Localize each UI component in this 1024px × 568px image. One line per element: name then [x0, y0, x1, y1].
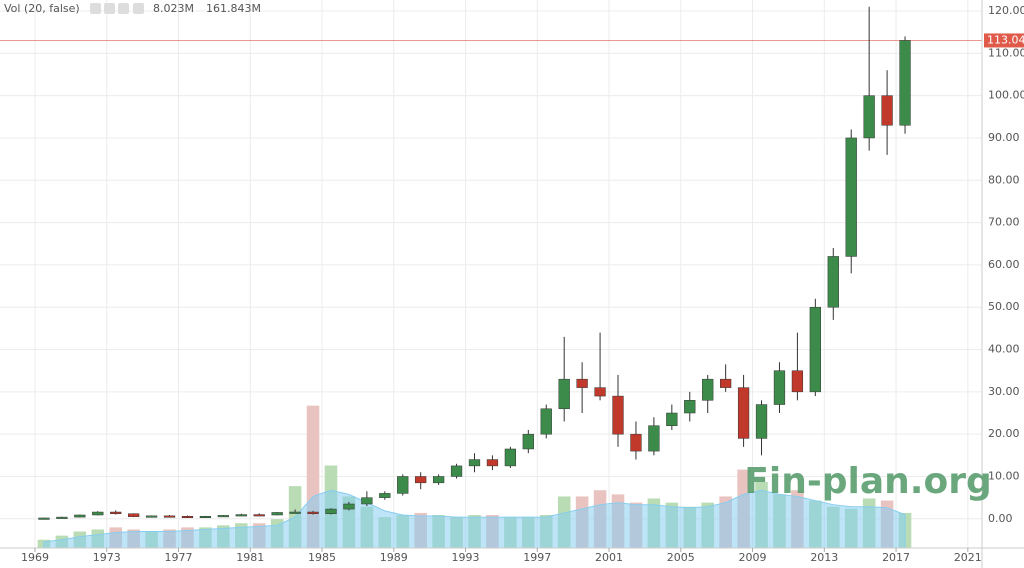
candle-body: [881, 95, 893, 126]
x-tick-label: 1973: [93, 551, 121, 564]
candle-body: [666, 412, 678, 426]
candle-body: [899, 40, 911, 126]
price-pane: [0, 6, 982, 520]
candle-body: [630, 433, 642, 452]
y-tick-label: 70.00: [988, 216, 1020, 229]
candle-body: [755, 404, 768, 439]
y-tick-label: 40.00: [988, 343, 1020, 356]
remove-button[interactable]: [133, 3, 144, 14]
x-tick-label: 2001: [595, 551, 623, 564]
candle-body: [468, 459, 481, 467]
volume-pane: [37, 405, 912, 549]
y-tick-label: 80.00: [988, 173, 1020, 186]
x-tick-label: 1969: [21, 551, 49, 564]
candle-body: [397, 476, 409, 494]
x-tick-label: 1981: [236, 551, 264, 564]
candle-body: [145, 515, 158, 518]
last-price-box: [984, 33, 1024, 48]
x-tick-label: 1993: [452, 551, 480, 564]
y-tick-label: 100.00: [988, 89, 1024, 102]
x-tick-label: 2013: [810, 551, 838, 564]
watermark: Fin-plan.org: [744, 461, 991, 502]
candle-body: [253, 514, 265, 517]
y-tick-label: 0.00: [988, 512, 1013, 525]
y-tick-label: 90.00: [988, 131, 1020, 144]
volume-ma-area: [43, 489, 906, 549]
candle-body: [845, 137, 857, 257]
candle-body: [684, 400, 696, 414]
grid: [0, 0, 982, 548]
candle-body: [271, 512, 283, 516]
x-tick-label: 2021: [954, 551, 982, 564]
y-tick-label: 20.00: [988, 427, 1020, 440]
hide-button[interactable]: [90, 3, 101, 14]
candle-body: [648, 425, 660, 452]
candle-body: [74, 514, 86, 518]
candle-body: [809, 306, 821, 393]
candle-body: [773, 370, 786, 405]
y-tick-label: 30.00: [988, 385, 1020, 398]
settings-button[interactable]: [104, 3, 115, 14]
candle-body: [612, 395, 624, 435]
volume-value: 8.023M: [153, 2, 194, 15]
candle-body: [827, 256, 839, 308]
candle-body: [558, 378, 570, 410]
volume-indicator-name: Vol (20, false): [4, 2, 80, 15]
candle-body: [181, 516, 194, 519]
volume-ma-value: 161.843M: [206, 2, 261, 15]
y-tick-label: 50.00: [988, 300, 1020, 313]
add-button[interactable]: [118, 3, 129, 14]
candle-body: [379, 493, 391, 498]
candle-body: [863, 95, 875, 139]
candle-body: [289, 511, 301, 514]
x-tick-label: 2009: [739, 551, 767, 564]
x-tick-label: 1997: [523, 551, 551, 564]
candle-body: [720, 378, 732, 388]
candle-body: [432, 476, 445, 484]
y-tick-label: 10.00: [988, 469, 1020, 482]
x-tick-label: 1989: [380, 551, 408, 564]
x-tick-label: 2017: [882, 551, 910, 564]
candle-body: [343, 503, 355, 510]
candle-body: [737, 387, 750, 439]
y-tick-label: 120.00: [988, 4, 1024, 17]
candle-body: [702, 378, 714, 401]
candle-body: [361, 497, 373, 505]
candle-body: [235, 514, 247, 517]
candle-body: [325, 508, 337, 514]
candle-body: [92, 511, 104, 516]
candle-body: [450, 465, 463, 477]
candle-body: [56, 516, 68, 519]
candle-body: [38, 517, 50, 520]
candle-body: [576, 378, 588, 388]
x-tick-label: 1977: [164, 551, 192, 564]
candle-body: [594, 387, 606, 397]
indicator-buttons[interactable]: [90, 3, 144, 14]
y-tick-label: 110.00: [988, 46, 1024, 59]
candle-body: [415, 476, 427, 484]
candle-body: [540, 408, 552, 435]
candle-body: [522, 433, 534, 450]
candle-body: [163, 515, 176, 518]
candle-body: [128, 513, 140, 517]
candle-body: [307, 511, 319, 514]
y-tick-label: 60.00: [988, 258, 1020, 271]
candle-body: [791, 370, 804, 393]
candle-body: [199, 516, 212, 519]
x-tick-label: 2005: [667, 551, 695, 564]
candle-body: [486, 459, 499, 467]
candle-body: [110, 511, 122, 514]
candle-body: [504, 448, 517, 467]
candle-body: [217, 515, 229, 518]
x-tick-label: 1985: [308, 551, 336, 564]
last-price-label: 113.04: [987, 33, 1024, 46]
axes: 0.00 10.00 20.00 30.00 40.00 50.00 60.00 70.00 8…: [21, 4, 1024, 564]
